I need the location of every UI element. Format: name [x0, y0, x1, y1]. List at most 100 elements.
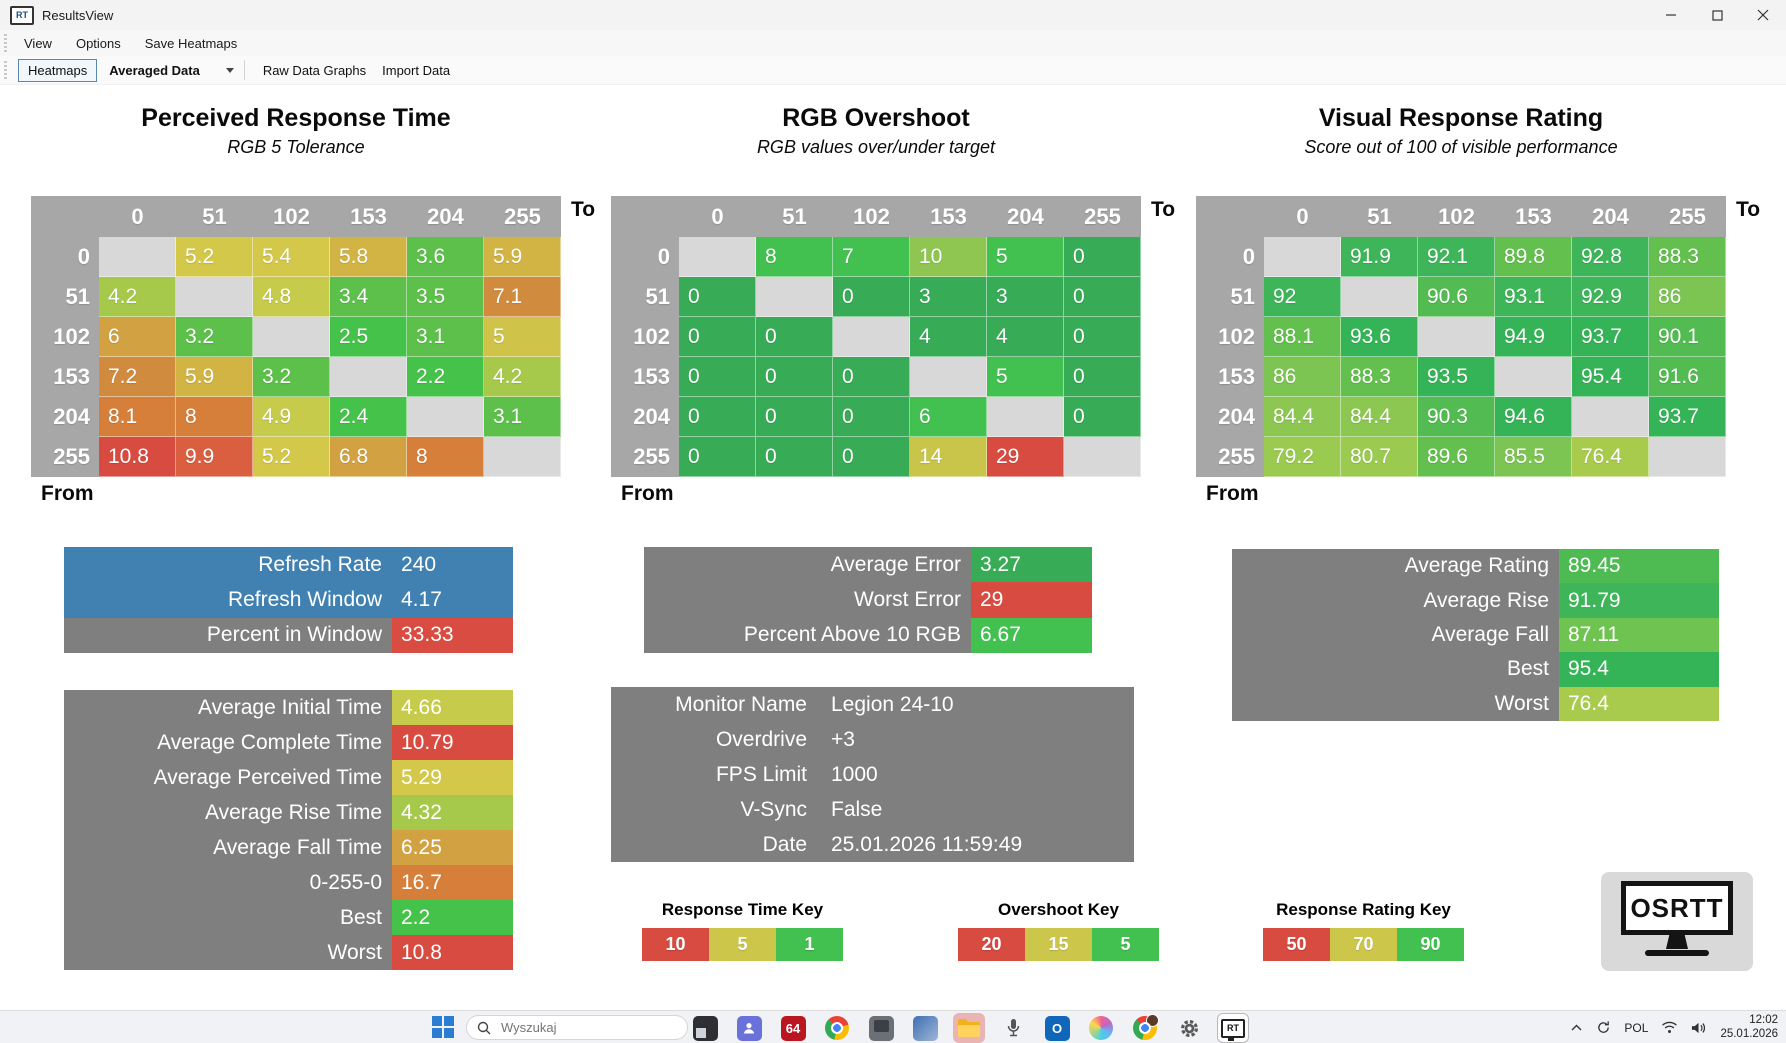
- heatmap-cell: 8: [407, 437, 484, 477]
- start-button[interactable]: [432, 1016, 456, 1040]
- heatmap-cell: 3.2: [176, 317, 253, 357]
- recorder-icon[interactable]: [865, 1013, 897, 1043]
- app-window-icon[interactable]: [689, 1013, 721, 1043]
- heatmap-cell: 92.1: [1418, 237, 1495, 277]
- key-cells: 50 70 90: [1263, 928, 1464, 961]
- to-label: To: [571, 198, 596, 221]
- heatmap-cell: 3.4: [330, 277, 407, 317]
- heatmap-cell: 5.4: [253, 237, 330, 277]
- chrome-icon[interactable]: [821, 1013, 853, 1043]
- heatmap-cell: 5: [484, 317, 561, 357]
- response-rating-key: Response Rating Key 50 70 90: [1263, 900, 1464, 961]
- heatmap-cell: 0: [1064, 357, 1141, 397]
- language-indicator[interactable]: POL: [1624, 1020, 1649, 1035]
- column-header: 102: [1418, 196, 1495, 237]
- data-mode-dropdown[interactable]: Averaged Data: [109, 63, 234, 78]
- heatmap-cell: 0: [756, 357, 833, 397]
- toolbox-icon[interactable]: [909, 1013, 941, 1043]
- sync-icon[interactable]: [1596, 1020, 1611, 1035]
- heatmap-cell: 0: [756, 437, 833, 477]
- column-header: 204: [1572, 196, 1649, 237]
- overshoot-key: Overshoot Key 20 15 5: [958, 900, 1159, 961]
- heatmap-cell: 10.8: [99, 437, 176, 477]
- heatmap-cell: 3: [910, 277, 987, 317]
- chrome-profile-icon[interactable]: [1129, 1013, 1161, 1043]
- stat-row: Average Perceived Time 5.29: [64, 760, 513, 795]
- close-button[interactable]: [1740, 0, 1786, 30]
- stat-label: Average Complete Time: [64, 725, 392, 760]
- microphone-icon[interactable]: [997, 1013, 1029, 1043]
- stat-row: Percent Above 10 RGB 6.67: [644, 617, 1092, 653]
- stat-value: 6.67: [971, 617, 1092, 653]
- menu-item-view[interactable]: View: [24, 35, 52, 51]
- settings-icon[interactable]: [1173, 1013, 1205, 1043]
- raw-data-graphs-tab[interactable]: Raw Data Graphs: [255, 60, 374, 81]
- heatmap-cell: 86: [1649, 277, 1726, 317]
- corner-cell: [611, 196, 679, 237]
- key-title: Overshoot Key: [998, 900, 1119, 919]
- from-label: From: [621, 482, 674, 505]
- maximize-button[interactable]: [1694, 0, 1740, 30]
- chevron-down-icon: [225, 67, 234, 73]
- heatmap-cell: 92.9: [1572, 277, 1649, 317]
- tray-chevron-icon[interactable]: [1570, 1023, 1583, 1033]
- clock[interactable]: 12:02 25.01.2026: [1720, 1014, 1778, 1042]
- stat-value: 4.32: [392, 795, 513, 830]
- key-cells: 20 15 5: [958, 928, 1159, 961]
- monitor-base: [1645, 950, 1709, 956]
- stat-value: 2.2: [392, 900, 513, 935]
- outlook-icon[interactable]: O: [1041, 1013, 1073, 1043]
- file-explorer-icon[interactable]: [953, 1013, 985, 1043]
- stat-row: Overdrive +3: [611, 722, 1134, 757]
- afterburner-icon[interactable]: 64: [777, 1013, 809, 1043]
- stat-label: Average Initial Time: [64, 690, 392, 725]
- column-header: 0: [99, 196, 176, 237]
- perceived-response-time-section: Perceived Response Time RGB 5 Tolerance …: [31, 104, 595, 524]
- heatmaps-tab[interactable]: Heatmaps: [18, 58, 98, 82]
- stat-label: Average Fall Time: [64, 830, 392, 865]
- menu-item-save-heatmaps[interactable]: Save Heatmaps: [144, 35, 238, 51]
- osrtt-icon[interactable]: RT: [1217, 1013, 1249, 1043]
- tool-bar: Heatmaps Averaged Data Raw Data Graphs I…: [0, 56, 1786, 85]
- data-mode-value: Averaged Data: [109, 62, 200, 78]
- volume-icon[interactable]: [1691, 1021, 1707, 1035]
- stat-label: Overdrive: [611, 722, 817, 757]
- heatmap-cell: 0: [679, 397, 756, 437]
- heatmap-cell: [1064, 437, 1141, 477]
- menu-item-options[interactable]: Options: [75, 35, 121, 51]
- minimize-icon: [1666, 14, 1676, 16]
- stat-row: Average Error 3.27: [644, 547, 1092, 583]
- row-header: 204: [1196, 397, 1264, 437]
- teams-icon[interactable]: [733, 1013, 765, 1043]
- visual-response-rating-section: Visual Response Rating Score out of 100 …: [1196, 104, 1760, 524]
- time-stats-box: Average Initial Time 4.66 Average Complete…: [64, 690, 513, 970]
- stat-row: Date 25.01.2026 11:59:49: [611, 827, 1134, 862]
- section-subtitle: RGB values over/under target: [756, 137, 996, 157]
- heatmap-cell: 84.4: [1264, 397, 1341, 437]
- heatmap-cell: [484, 437, 561, 477]
- heatmap-cell: 3: [987, 277, 1064, 317]
- column-header: 102: [253, 196, 330, 237]
- heatmap-cell: 0: [833, 397, 910, 437]
- stat-row: Refresh Rate 240: [64, 547, 513, 583]
- heatmap-cell: 2.4: [330, 397, 407, 437]
- column-header: 255: [1649, 196, 1726, 237]
- heatmap-cell: 0: [1064, 317, 1141, 357]
- minimize-button[interactable]: [1648, 0, 1694, 30]
- wifi-icon[interactable]: [1661, 1021, 1678, 1034]
- import-data-tab[interactable]: Import Data: [374, 60, 458, 81]
- key-cell: 5: [1092, 928, 1159, 961]
- media-icon[interactable]: [1085, 1013, 1117, 1043]
- stat-value: 3.27: [971, 547, 1092, 583]
- search-input[interactable]: [499, 1019, 653, 1036]
- key-cell: 90: [1397, 928, 1464, 961]
- stat-row: Worst Error 29: [644, 582, 1092, 618]
- heatmap-cell: 3.6: [407, 237, 484, 277]
- search-box[interactable]: [466, 1015, 688, 1040]
- heatmap-cell: [1418, 317, 1495, 357]
- heatmap-cell: 89.8: [1495, 237, 1572, 277]
- heatmap-cell: 0: [679, 317, 756, 357]
- heatmap-cell: [679, 237, 756, 277]
- heatmap-cell: 5.2: [253, 437, 330, 477]
- stat-row: Average Rise Time 4.32: [64, 795, 513, 830]
